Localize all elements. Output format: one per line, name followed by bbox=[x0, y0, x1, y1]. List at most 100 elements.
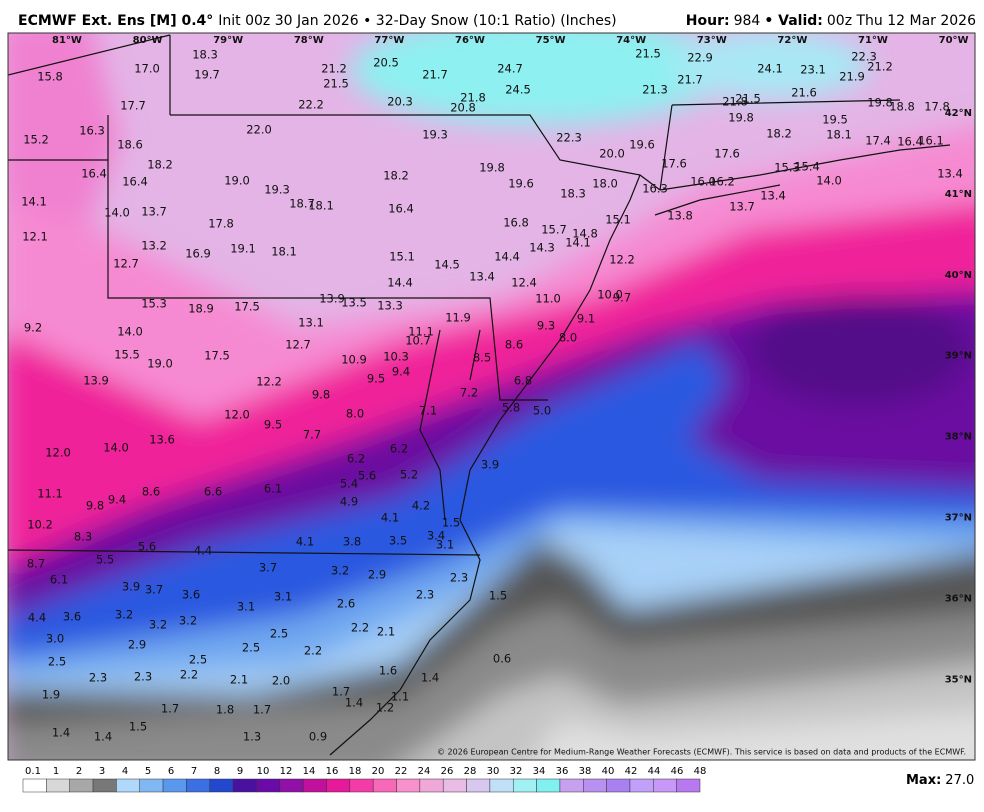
point-value: 3.9 bbox=[481, 458, 499, 472]
colorbar-swatch bbox=[442, 778, 467, 793]
point-value: 3.7 bbox=[145, 583, 163, 597]
point-value: 14.1 bbox=[565, 236, 591, 250]
point-value: 3.6 bbox=[182, 588, 200, 602]
point-value: 8.5 bbox=[473, 351, 491, 365]
point-value: 16.9 bbox=[185, 247, 211, 261]
point-value: 18.2 bbox=[147, 158, 173, 172]
point-value: 14.4 bbox=[494, 250, 520, 264]
colorbar-label: 26 bbox=[441, 766, 454, 777]
colorbar-swatch bbox=[326, 778, 351, 793]
point-value: 5.0 bbox=[533, 404, 551, 418]
colorbar-swatch bbox=[349, 778, 374, 793]
point-value: 18.2 bbox=[383, 169, 409, 183]
point-value: 12.0 bbox=[45, 446, 71, 460]
point-value: 1.9 bbox=[42, 688, 60, 702]
point-value: 1.7 bbox=[161, 702, 179, 716]
point-value: 1.4 bbox=[52, 726, 70, 740]
point-value: 21.9 bbox=[839, 70, 865, 84]
point-value: 16.2 bbox=[709, 175, 735, 189]
point-value: 12.1 bbox=[22, 230, 48, 244]
point-value: 11.9 bbox=[445, 311, 471, 325]
point-value: 16.4 bbox=[897, 135, 923, 149]
valid-label: • bbox=[764, 13, 778, 29]
point-value: 12.7 bbox=[285, 338, 311, 352]
colorbar-swatch bbox=[629, 778, 654, 793]
point-value: 21.8 bbox=[722, 95, 748, 109]
map-frame bbox=[7, 32, 976, 761]
valid-label: Valid: bbox=[778, 13, 823, 29]
colorbar-label: 2 bbox=[76, 766, 82, 777]
point-value: 11.1 bbox=[37, 487, 63, 501]
colorbar-label: 3 bbox=[99, 766, 105, 777]
point-value: 18.1 bbox=[271, 245, 297, 259]
point-value: 4.4 bbox=[28, 611, 46, 625]
point-value: 2.3 bbox=[89, 671, 107, 685]
colorbar-swatch bbox=[536, 778, 561, 793]
colorbar-label: 14 bbox=[303, 766, 316, 777]
point-value: 7.1 bbox=[419, 404, 437, 418]
point-value: 18.8 bbox=[889, 100, 915, 114]
point-value: 4.1 bbox=[381, 511, 399, 525]
point-value: 5.6 bbox=[138, 540, 156, 554]
point-value: 13.7 bbox=[729, 200, 755, 214]
point-value: 12.7 bbox=[113, 257, 139, 271]
point-value: 21.2 bbox=[321, 62, 347, 76]
point-value: 18.3 bbox=[560, 187, 586, 201]
colorbar-label: 22 bbox=[395, 766, 408, 777]
point-value: 8.0 bbox=[346, 407, 364, 421]
point-value: 10.3 bbox=[383, 350, 409, 364]
longitude-label: 75°W bbox=[536, 35, 566, 46]
point-value: 13.7 bbox=[141, 205, 167, 219]
point-value: 2.9 bbox=[128, 638, 146, 652]
latitude-label: 39°N bbox=[945, 351, 972, 362]
point-value: 13.2 bbox=[141, 239, 167, 253]
point-value: 13.4 bbox=[760, 189, 786, 203]
point-value: 2.5 bbox=[242, 641, 260, 655]
colorbar-swatch bbox=[69, 778, 94, 793]
point-value: 18.7 bbox=[289, 197, 315, 211]
point-value: 17.8 bbox=[208, 217, 234, 231]
point-value: 15.7 bbox=[541, 223, 567, 237]
point-value: 17.6 bbox=[661, 157, 687, 171]
point-value: 3.8 bbox=[343, 535, 361, 549]
colorbar-swatch bbox=[46, 778, 70, 793]
point-value: 2.5 bbox=[48, 655, 66, 669]
point-value: 3.1 bbox=[274, 590, 292, 604]
point-value: 2.2 bbox=[351, 621, 369, 635]
point-value: 10.2 bbox=[27, 518, 53, 532]
point-value: 9.8 bbox=[312, 388, 330, 402]
point-value: 24.1 bbox=[757, 62, 783, 76]
latitude-label: 38°N bbox=[945, 432, 972, 443]
point-value: 12.2 bbox=[256, 375, 282, 389]
point-value: 21.3 bbox=[642, 83, 668, 97]
point-value: 21.6 bbox=[791, 86, 817, 100]
point-value: 9.5 bbox=[367, 372, 385, 386]
point-value: 2.3 bbox=[134, 670, 152, 684]
point-value: 22.9 bbox=[687, 51, 713, 65]
point-value: 13.3 bbox=[377, 299, 403, 313]
map-field bbox=[8, 33, 975, 760]
point-value: 15.1 bbox=[389, 250, 415, 264]
point-value: 14.5 bbox=[434, 258, 460, 272]
point-value: 14.4 bbox=[387, 276, 413, 290]
longitude-label: 70°W bbox=[939, 35, 969, 46]
colorbar-label: 48 bbox=[694, 766, 707, 777]
colorbar: 0.1 1 2 3 4 5 6 7 8 9 10 12 14 16 18 20 22 24 26 28 30 32 34 36… bbox=[22, 766, 707, 793]
point-value: 4.2 bbox=[412, 499, 430, 513]
point-value: 8.0 bbox=[559, 331, 577, 345]
colorbar-label: 6 bbox=[168, 766, 174, 777]
point-value: 10.0 bbox=[597, 288, 623, 302]
point-value: 16.4 bbox=[122, 175, 148, 189]
longitude-label: 80°W bbox=[133, 35, 163, 46]
point-value: 3.4 bbox=[427, 529, 445, 543]
point-value: 21.2 bbox=[867, 60, 893, 74]
attribution: © 2026 European Centre for Medium-Range … bbox=[437, 748, 966, 757]
point-value: 14.0 bbox=[816, 174, 842, 188]
point-value: 19.3 bbox=[422, 128, 448, 142]
point-value: 1.5 bbox=[442, 516, 460, 530]
point-value: 2.9 bbox=[368, 568, 386, 582]
point-value: 16.3 bbox=[642, 182, 668, 196]
point-value: 16.4 bbox=[388, 202, 414, 216]
colorbar-label: 34 bbox=[533, 766, 546, 777]
